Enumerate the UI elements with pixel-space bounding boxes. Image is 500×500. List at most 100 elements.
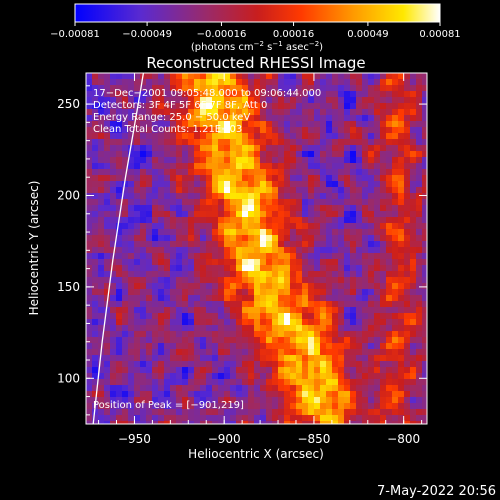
heatmap-cell	[134, 379, 141, 386]
heatmap-cell	[212, 115, 219, 122]
heatmap-cell	[308, 121, 315, 128]
heatmap-cell	[422, 373, 427, 380]
heatmap-cell	[224, 175, 231, 182]
heatmap-cell	[236, 301, 243, 308]
heatmap-cell	[200, 205, 207, 212]
heatmap-cell	[116, 319, 123, 326]
heatmap-cell	[374, 313, 381, 320]
heatmap-cell	[170, 259, 177, 266]
heatmap-cell	[134, 265, 141, 272]
heatmap-cell	[344, 199, 351, 206]
heatmap-cell	[116, 97, 123, 104]
heatmap-cell	[386, 175, 393, 182]
heatmap-cell	[170, 163, 177, 170]
heatmap-cell	[386, 241, 393, 248]
heatmap-cell	[230, 115, 237, 122]
heatmap-cell	[146, 265, 153, 272]
heatmap-cell	[248, 241, 255, 248]
heatmap-cell	[158, 163, 165, 170]
heatmap-cell	[350, 367, 357, 374]
heatmap-cell	[278, 97, 285, 104]
heatmap-cell	[374, 115, 381, 122]
heatmap-cell	[362, 331, 369, 338]
heatmap-cell	[314, 73, 321, 80]
heatmap-cell	[92, 193, 99, 200]
heatmap-cell	[398, 157, 405, 164]
heatmap-cell	[368, 235, 375, 242]
heatmap-cell	[116, 205, 123, 212]
heatmap-cell	[98, 367, 105, 374]
heatmap-cell	[284, 193, 291, 200]
heatmap-cell	[218, 205, 225, 212]
heatmap-cell	[422, 271, 427, 278]
heatmap-cell	[266, 223, 273, 230]
heatmap-cell	[248, 181, 255, 188]
heatmap-cell	[326, 127, 333, 134]
heatmap-cell	[248, 319, 255, 326]
heatmap-cell	[386, 307, 393, 314]
heatmap-cell	[230, 181, 237, 188]
heatmap-cell	[320, 175, 327, 182]
heatmap-cell	[374, 397, 381, 404]
heatmap-cell	[110, 367, 117, 374]
heatmap-cell	[278, 73, 285, 80]
heatmap-cell	[278, 175, 285, 182]
heatmap-cell	[194, 331, 201, 338]
heatmap-cell	[182, 229, 189, 236]
y-axis-title: Heliocentric Y (arcsec)	[27, 181, 41, 316]
heatmap-cell	[422, 193, 427, 200]
heatmap-cell	[356, 355, 363, 362]
heatmap-cell	[242, 265, 249, 272]
heatmap-cell	[410, 223, 417, 230]
heatmap-cell	[410, 337, 417, 344]
heatmap-cell	[392, 259, 399, 266]
heatmap-cell	[410, 415, 417, 422]
y-tick-label: 200	[57, 188, 80, 202]
heatmap-cell	[230, 385, 237, 392]
heatmap-cell	[350, 127, 357, 134]
heatmap-cell	[200, 421, 207, 424]
heatmap-cell	[320, 199, 327, 206]
heatmap-cell	[350, 157, 357, 164]
heatmap-cell	[164, 421, 171, 424]
heatmap-cell	[164, 403, 171, 410]
heatmap-cell	[254, 127, 261, 134]
heatmap-cell	[326, 241, 333, 248]
heatmap-cell	[158, 187, 165, 194]
heatmap-cell	[266, 415, 273, 422]
heatmap-cell	[374, 139, 381, 146]
heatmap-cell	[398, 97, 405, 104]
heatmap-cell	[236, 235, 243, 242]
heatmap-cell	[122, 259, 129, 266]
heatmap-cell	[314, 301, 321, 308]
heatmap-cell	[380, 409, 387, 416]
heatmap-cell	[92, 331, 99, 338]
heatmap-cell	[146, 337, 153, 344]
heatmap-cell	[194, 277, 201, 284]
heatmap-cell	[104, 109, 111, 116]
heatmap-cell	[290, 349, 297, 356]
heatmap-cell	[206, 421, 213, 424]
heatmap-cell	[266, 79, 273, 86]
heatmap-cell	[416, 319, 423, 326]
heatmap-cell	[392, 181, 399, 188]
heatmap-cell	[140, 397, 147, 404]
heatmap-cell	[170, 397, 177, 404]
heatmap-cell	[146, 373, 153, 380]
heatmap-cell	[212, 97, 219, 104]
heatmap-cell	[140, 313, 147, 320]
heatmap-cell	[134, 409, 141, 416]
heatmap-cell	[224, 325, 231, 332]
heatmap-cell	[272, 187, 279, 194]
heatmap-cell	[314, 85, 321, 92]
heatmap-cell	[326, 259, 333, 266]
heatmap-cell	[194, 391, 201, 398]
heatmap-cell	[140, 223, 147, 230]
heatmap-cell	[200, 109, 207, 116]
heatmap-cell	[416, 307, 423, 314]
heatmap-cell	[92, 415, 99, 422]
heatmap-cell	[386, 367, 393, 374]
heatmap-cell	[302, 277, 309, 284]
heatmap-cell	[398, 313, 405, 320]
heatmap-cell	[98, 223, 105, 230]
